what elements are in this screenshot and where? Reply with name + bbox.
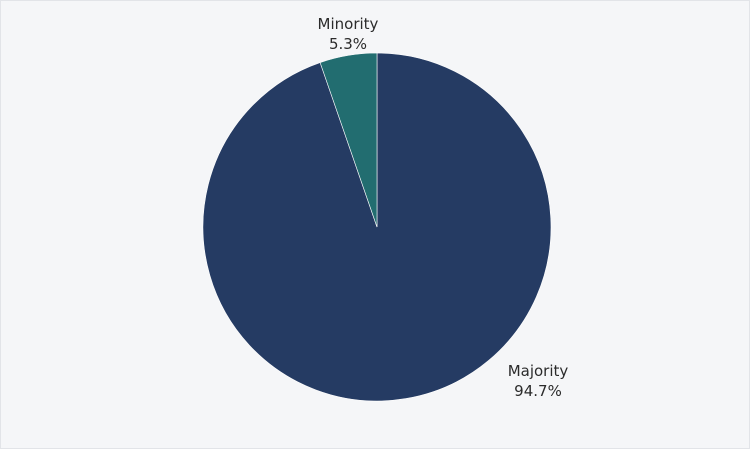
slice-label-value-majority: 94.7%: [514, 382, 562, 400]
pie-slice-minority: [319, 52, 378, 228]
pie-slices: [202, 52, 552, 402]
slice-label-name-majority: Majority: [508, 362, 569, 380]
slice-label-value-minority: 5.3%: [329, 35, 367, 53]
pie-labels: Majority 94.7% Minority 5.3%: [318, 15, 569, 400]
slice-label-name-minority: Minority: [318, 15, 379, 33]
